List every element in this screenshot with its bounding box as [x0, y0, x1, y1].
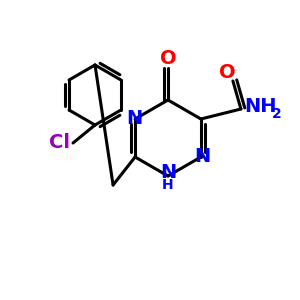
- Text: NH: NH: [245, 98, 277, 116]
- Text: N: N: [160, 164, 176, 182]
- Text: Cl: Cl: [50, 134, 70, 152]
- Text: N: N: [126, 110, 142, 128]
- Text: O: O: [219, 62, 235, 82]
- Text: 2: 2: [272, 107, 282, 121]
- Text: N: N: [194, 148, 210, 166]
- Text: H: H: [162, 178, 174, 192]
- Text: O: O: [160, 50, 176, 68]
